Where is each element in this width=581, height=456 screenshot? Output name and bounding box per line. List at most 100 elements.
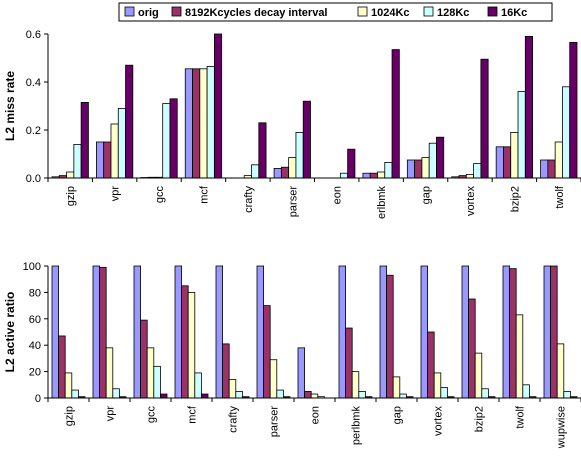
legend-label: orig [138,7,159,19]
bar [495,146,504,179]
legend-swatch [487,6,498,17]
bar [310,393,319,399]
bar [181,285,189,399]
bar [206,66,215,179]
x-tick-label: wupwise [556,406,568,449]
bar [215,265,223,399]
bar [117,108,126,179]
bar [522,384,530,399]
y-tick-label: 0.0 [26,173,41,185]
miss-rate-chart: L2 miss rate 0.0 0.2 0.4 0.6 gzip vpr gcc mcf cra… [3,29,581,219]
bar [473,163,482,179]
x-tick-label: crafty [243,186,255,213]
bar [133,265,141,399]
bar [71,389,79,399]
bar [556,343,565,399]
bar [194,372,202,399]
bar [192,68,201,179]
x-tick-label: bzip2 [474,406,486,432]
bar [554,141,563,179]
legend-swatch [357,6,368,17]
bar [199,68,208,179]
x-tick-label: parser [269,406,281,438]
y-tick-label: 0.6 [26,29,41,41]
bar [273,167,282,179]
bar [433,372,442,399]
x-tick-label: gcc [154,186,166,204]
bar [379,265,387,399]
x-tick-label: crafty [228,406,240,433]
bar [66,171,75,179]
bar [436,136,445,179]
legend-swatch [171,6,182,17]
legend-label: 1024Kc [371,7,410,19]
bar [58,335,66,399]
bar [468,298,476,399]
legend-label: 128Kc [437,7,469,19]
x-tick-label: gap [421,186,433,204]
x-tick-label: bzip2 [509,186,521,212]
bar [392,376,401,399]
bar [391,49,400,179]
bar [169,98,178,179]
bar [235,390,243,399]
bar [384,161,393,179]
bar [251,164,260,179]
bar [200,393,209,399]
bar [187,291,196,399]
y-tick-label: 0.4 [26,77,41,89]
bar [399,393,407,399]
bar [105,347,114,399]
bar [440,387,448,399]
bar [258,122,267,179]
x-tick-label: mcf [187,405,199,424]
x-tick-label: vortex [433,406,445,436]
legend-swatch [423,6,434,17]
x-tick-label: twolf [554,185,566,209]
bar [213,33,223,179]
bar [524,36,533,179]
x-tick-label: vpr [110,186,122,202]
active-ratio-chart: L2 active ratio 0 20 40 60 80 100 gzip vpr gcc mcf… [3,261,581,449]
bar [276,389,284,399]
x-tick-label: mcf [198,185,210,204]
bar [421,157,430,179]
x-tick-label: parser [287,186,299,218]
bar [509,268,517,399]
bar [414,159,423,179]
bar [550,265,558,399]
x-tick-label: gcc [146,406,158,424]
bar [427,331,435,399]
y-tick-label: 20 [29,367,41,379]
bar [481,388,489,399]
bar [406,159,416,179]
bar [339,172,349,179]
bar [110,123,119,179]
y-axis-label: L2 active ratio [3,292,17,373]
bar [92,265,100,399]
bar [103,141,112,179]
bar [369,172,378,179]
bar [263,305,271,399]
bar [563,390,571,399]
bar [80,102,89,179]
bar [386,274,394,399]
bar [543,265,551,399]
bar [228,379,237,399]
bar [256,265,264,399]
bar [461,265,469,399]
y-axis-label: L2 miss rate [3,71,17,141]
bar [140,319,148,399]
bar [420,265,428,399]
bar [96,141,105,179]
bar [569,42,578,179]
x-tick-label: vortex [465,186,477,216]
legend-label: 8192Kcycles decay interval [185,7,328,19]
bar [562,86,571,179]
bar [347,148,356,179]
legend-label: 16Kc [501,7,527,19]
bar [304,390,312,399]
x-tick-label: gap [392,406,404,424]
bar [295,131,304,179]
